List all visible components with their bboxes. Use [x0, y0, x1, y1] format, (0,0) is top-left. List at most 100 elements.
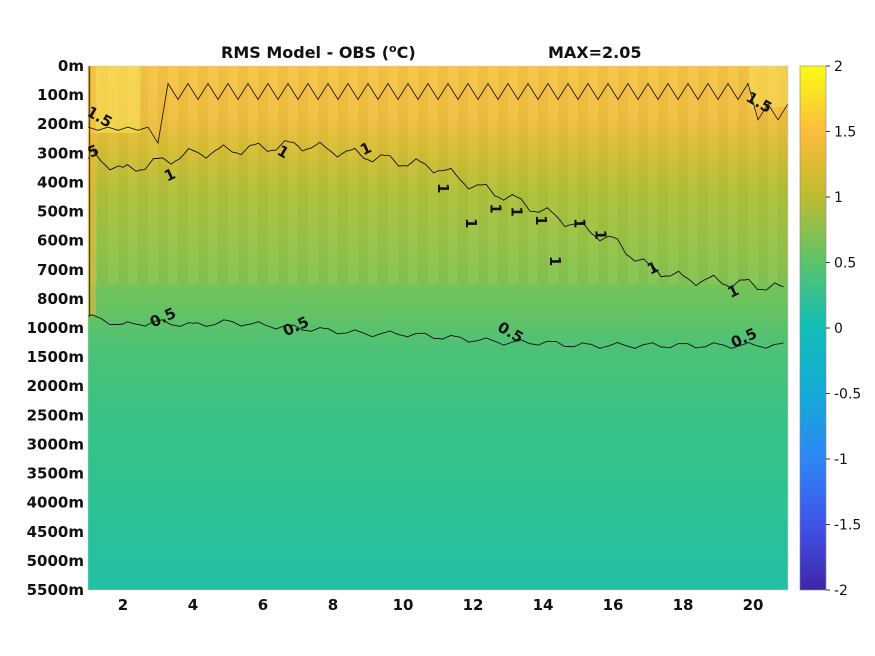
contour-label: 1	[508, 206, 526, 216]
heatmap-stripe	[448, 66, 458, 285]
heatmap-stripe	[188, 66, 198, 285]
heatmap-stripe	[138, 66, 148, 285]
heatmap-stripe	[548, 66, 558, 285]
x-tick-label: 14	[533, 596, 554, 614]
heatmap-stripe	[158, 66, 168, 285]
y-tick-label: 5500m	[27, 581, 84, 599]
heatmap-stripe	[368, 66, 378, 285]
heatmap-stripe	[628, 66, 638, 285]
x-tick-label: 12	[463, 596, 484, 614]
heatmap-stripe	[498, 66, 508, 285]
x-axis-ticks: 2 4 6 8 10 12 14 16 18 20	[118, 596, 764, 614]
y-tick-label: 500m	[37, 203, 84, 221]
heatmap-stripe	[378, 66, 388, 285]
x-tick-label: 6	[258, 596, 268, 614]
heatmap-stripe	[428, 66, 438, 285]
x-tick-label: 8	[328, 596, 338, 614]
heatmap-stripe	[458, 66, 468, 285]
contour-label: 1	[592, 230, 610, 240]
heatmap-stripe	[748, 66, 758, 285]
y-tick-label: 700m	[37, 261, 84, 279]
heatmap-stripe	[778, 66, 788, 285]
colorbar-tick-label: -1.5	[834, 518, 861, 534]
chart-max-label: MAX=2.05	[548, 43, 642, 62]
heatmap-stripe	[708, 66, 718, 285]
heatmap-stripe	[558, 66, 568, 285]
heatmap-hot-region	[749, 66, 788, 107]
contour-label: 1	[487, 203, 505, 213]
heatmap-edge	[88, 66, 96, 317]
y-tick-label: 200m	[37, 115, 84, 133]
heatmap-stripe	[508, 66, 518, 285]
heatmap-stripe	[478, 66, 488, 285]
heatmap-stripe	[288, 66, 298, 285]
contour-label: 1	[532, 215, 550, 225]
colorbar-tick-label: -2	[834, 583, 848, 599]
contour-line-1-5	[88, 66, 788, 145]
heatmap-overlay	[88, 66, 788, 317]
contour-label: 1	[434, 183, 452, 193]
colorbar-tick-label: 1.5	[834, 125, 856, 141]
x-tick-label: 20	[743, 596, 764, 614]
y-tick-label: 2000m	[27, 377, 84, 395]
heatmap-stripe	[358, 66, 368, 285]
chart-title: RMS Model - OBS (oC)	[221, 42, 416, 62]
contour-label: 1	[462, 218, 480, 228]
heatmap-stripe	[298, 66, 308, 285]
heatmap-stripe	[148, 66, 158, 285]
heatmap-stripe	[438, 66, 448, 285]
colorbar-tick-label: -0.5	[834, 387, 861, 403]
colorbar	[799, 65, 827, 591]
heatmap-stripe	[598, 66, 608, 285]
heatmap-stripe	[678, 66, 688, 285]
x-tick-label: 2	[118, 596, 128, 614]
y-axis-ticks: 0m 100m 200m 300m 400m 500m 600m 700m 800m 1000m 1…	[27, 57, 84, 599]
x-tick-label: 4	[188, 596, 198, 614]
contour-line-0-5	[88, 314, 784, 349]
contour-lines	[88, 66, 788, 349]
heatmap-stripe	[468, 66, 478, 285]
colorbar-tick-label: 0.5	[834, 256, 856, 272]
heatmap-background	[88, 66, 788, 590]
heatmap-stripe	[668, 66, 678, 285]
y-tick-label: 3500m	[27, 465, 84, 483]
heatmap-stripe	[318, 66, 328, 285]
y-tick-label: 2500m	[27, 406, 84, 424]
heatmap-stripe	[768, 66, 778, 285]
heatmap-stripe	[728, 66, 738, 285]
heatmap-stripe	[128, 66, 138, 285]
heatmap-stripe	[388, 66, 398, 285]
colorbar-ticks: 2 1.5 1 0.5 0 -0.5 -1 -1.5 -2	[826, 59, 861, 599]
heatmap-stripe	[578, 66, 588, 285]
y-tick-label: 400m	[37, 173, 84, 191]
heatmap-stripe	[168, 66, 178, 285]
heatmap-stripe	[418, 66, 428, 285]
y-tick-label: 4000m	[27, 494, 84, 512]
heatmap-stripe	[658, 66, 668, 285]
y-tick-label: 100m	[37, 86, 84, 104]
heatmap-stripe	[98, 66, 108, 285]
heatmap-stripe	[108, 66, 118, 285]
y-tick-label: 0m	[58, 57, 84, 75]
heatmap-stripe	[208, 66, 218, 285]
heatmap-stripe	[178, 66, 188, 285]
heatmap-stripe	[528, 66, 538, 285]
y-tick-label: 300m	[37, 144, 84, 162]
y-tick-label: 600m	[37, 232, 84, 250]
heatmap-stripe	[308, 66, 318, 285]
colorbar-tick-label: 0	[834, 321, 843, 337]
y-tick-label: 3000m	[27, 435, 84, 453]
heatmap-stripe	[228, 66, 238, 285]
heatmap-stripe	[718, 66, 728, 285]
heatmap-stripe	[588, 66, 598, 285]
heatmap-stripe	[538, 66, 548, 285]
heatmap-stripe	[328, 66, 338, 285]
heatmap-stripe	[408, 66, 418, 285]
contour-label: 1	[546, 256, 564, 266]
x-tick-label: 10	[393, 596, 414, 614]
heatmap-stripe	[738, 66, 748, 285]
colorbar-tick-label: 2	[834, 59, 843, 75]
